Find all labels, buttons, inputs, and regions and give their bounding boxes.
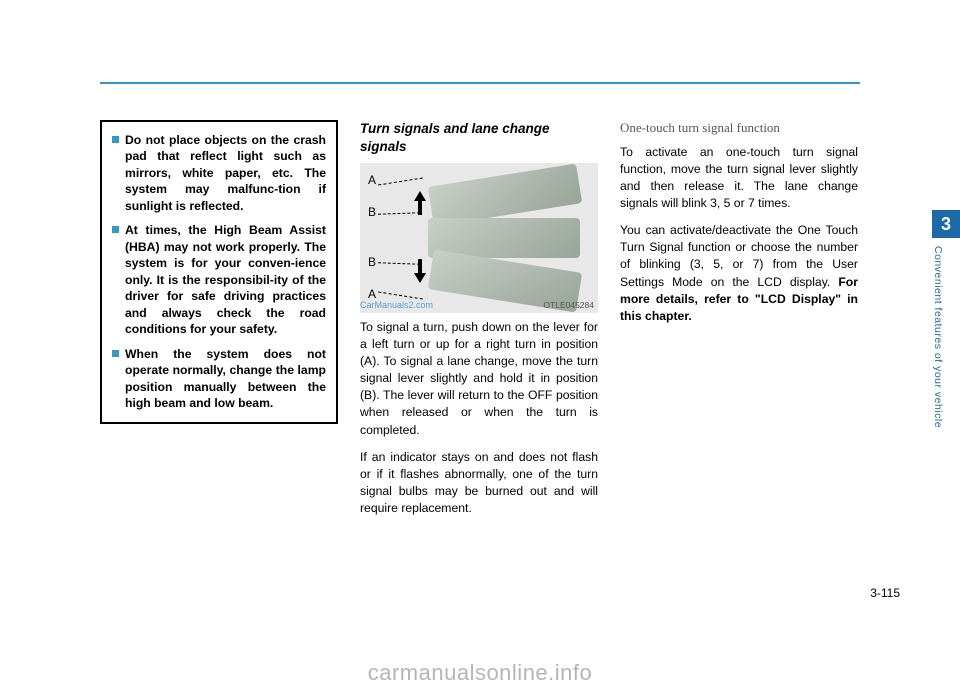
chapter-number-box: 3 [932, 210, 960, 238]
paragraph: To activate an one-touch turn signal fun… [620, 144, 858, 212]
arrow-up-icon [410, 189, 430, 217]
page-number: 3-115 [870, 586, 900, 600]
notice-text: Do not place objects on the crash pad th… [125, 132, 326, 214]
chapter-title-vertical: Convenient features of your vehicle [932, 246, 944, 486]
bullet-icon [112, 136, 119, 143]
manual-page: Do not place objects on the crash pad th… [0, 0, 960, 700]
paragraph-text: You can activate/deactivate the One Touc… [620, 223, 858, 288]
bottom-watermark: carmanualsonline.info [0, 660, 960, 686]
notice-text: When the system does not operate normall… [125, 346, 326, 412]
paragraph: To signal a turn, push down on the lever… [360, 319, 598, 439]
content-area: Do not place objects on the crash pad th… [100, 120, 860, 527]
list-item: Do not place objects on the crash pad th… [112, 132, 326, 214]
column-2: Turn signals and lane change signals A B… [360, 120, 598, 527]
dash-line [378, 292, 423, 300]
column-1: Do not place objects on the crash pad th… [100, 120, 338, 527]
figure-label-b-bot: B [368, 255, 376, 269]
arrow-down-icon [410, 257, 430, 285]
notice-box: Do not place objects on the crash pad th… [100, 120, 338, 424]
list-item: When the system does not operate normall… [112, 346, 326, 412]
chapter-number: 3 [941, 214, 951, 235]
figure-label-a-bot: A [368, 287, 376, 301]
header-rule [100, 82, 860, 84]
notice-text: At times, the High Beam Assist (HBA) may… [125, 222, 326, 337]
figure-turn-signal-lever: A B B A OTLE045284 CarManuals2.com [360, 163, 598, 313]
bullet-icon [112, 226, 119, 233]
notice-list: Do not place objects on the crash pad th… [112, 132, 326, 412]
paragraph: You can activate/deactivate the One Touc… [620, 222, 858, 324]
dash-line [378, 178, 423, 186]
figure-code: OTLE045284 [543, 300, 594, 310]
figure-watermark: CarManuals2.com [360, 300, 433, 310]
subheading-turn-signals: Turn signals and lane change signals [360, 120, 598, 155]
column-3: One-touch turn signal function To activa… [620, 120, 858, 527]
side-tab: 3 Convenient features of your vehicle [932, 210, 960, 486]
figure-label-a-top: A [368, 173, 376, 187]
list-item: At times, the High Beam Assist (HBA) may… [112, 222, 326, 337]
bullet-icon [112, 350, 119, 357]
figure-label-b-top: B [368, 205, 376, 219]
paragraph: If an indicator stays on and does not fl… [360, 449, 598, 517]
section-heading-one-touch: One-touch turn signal function [620, 120, 858, 136]
